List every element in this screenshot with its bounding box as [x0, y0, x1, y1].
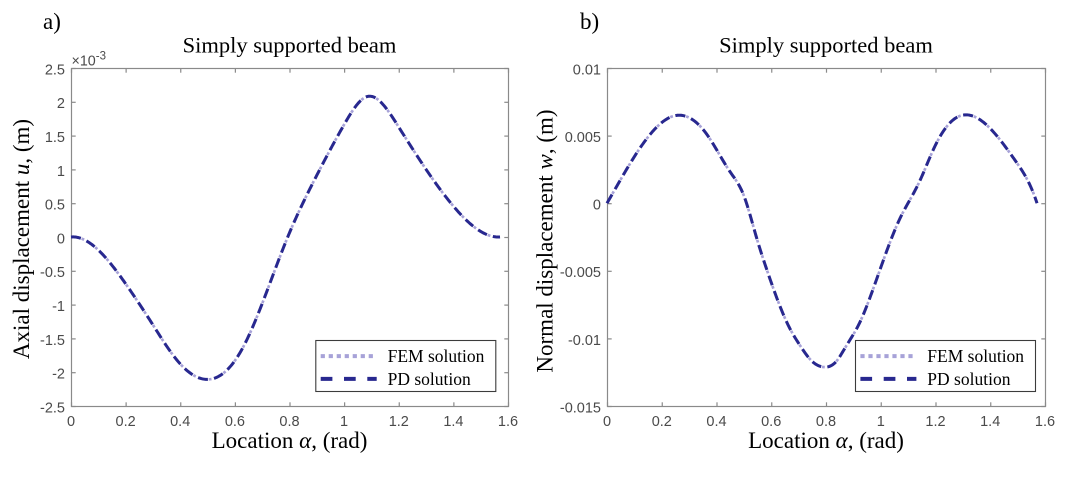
svg-text:1.4: 1.4 [443, 414, 463, 430]
svg-text:PD solution: PD solution [388, 369, 471, 389]
svg-text:1.6: 1.6 [1035, 414, 1055, 430]
svg-text:1: 1 [57, 164, 65, 180]
svg-text:FEM solution: FEM solution [927, 346, 1024, 366]
svg-text:0.6: 0.6 [761, 414, 781, 430]
svg-text:-2.5: -2.5 [40, 400, 65, 416]
svg-text:1.6: 1.6 [498, 414, 518, 430]
svg-text:0.6: 0.6 [225, 414, 245, 430]
svg-text:0: 0 [603, 414, 611, 430]
svg-text:PD solution: PD solution [927, 369, 1010, 389]
svg-text:-0.01: -0.01 [568, 333, 601, 349]
svg-text:Location α, (rad): Location α, (rad) [748, 428, 904, 453]
svg-text:Simply supported beam: Simply supported beam [719, 32, 933, 57]
svg-text:0.4: 0.4 [706, 414, 726, 430]
svg-text:1.2: 1.2 [389, 414, 409, 430]
svg-text:0.2: 0.2 [652, 414, 672, 430]
svg-text:Simply supported beam: Simply supported beam [183, 32, 397, 57]
svg-text:Normal displacement w, (m): Normal displacement w, (m) [533, 109, 558, 372]
svg-text:0.5: 0.5 [45, 198, 65, 214]
svg-text:0: 0 [593, 198, 601, 214]
svg-text:FEM solution: FEM solution [388, 346, 485, 366]
svg-text:-0.005: -0.005 [560, 265, 601, 281]
svg-text:0.01: 0.01 [573, 62, 601, 78]
svg-text:1.5: 1.5 [45, 130, 65, 146]
svg-text:a): a) [43, 9, 61, 34]
svg-text:1: 1 [877, 414, 885, 430]
svg-text:Location α, (rad): Location α, (rad) [212, 428, 368, 453]
svg-text:-2: -2 [52, 367, 65, 383]
svg-text:b): b) [580, 9, 599, 34]
svg-text:-1.5: -1.5 [40, 333, 65, 349]
svg-text:1.4: 1.4 [980, 414, 1000, 430]
svg-text:-0.015: -0.015 [560, 400, 601, 416]
svg-text:2: 2 [57, 96, 65, 112]
svg-text:1: 1 [340, 414, 348, 430]
svg-text:0.4: 0.4 [170, 414, 190, 430]
svg-text:0: 0 [67, 414, 75, 430]
svg-text:Axial displacement u, (m): Axial displacement u, (m) [9, 119, 34, 359]
svg-text:0.2: 0.2 [116, 414, 136, 430]
svg-text:2.5: 2.5 [45, 62, 65, 78]
svg-text:-1: -1 [52, 299, 65, 315]
svg-text:-0.5: -0.5 [40, 265, 65, 281]
svg-text:0.8: 0.8 [279, 414, 299, 430]
svg-text:1.2: 1.2 [925, 414, 945, 430]
svg-text:0.8: 0.8 [816, 414, 836, 430]
svg-text:0: 0 [57, 231, 65, 247]
svg-text:0.005: 0.005 [565, 130, 601, 146]
